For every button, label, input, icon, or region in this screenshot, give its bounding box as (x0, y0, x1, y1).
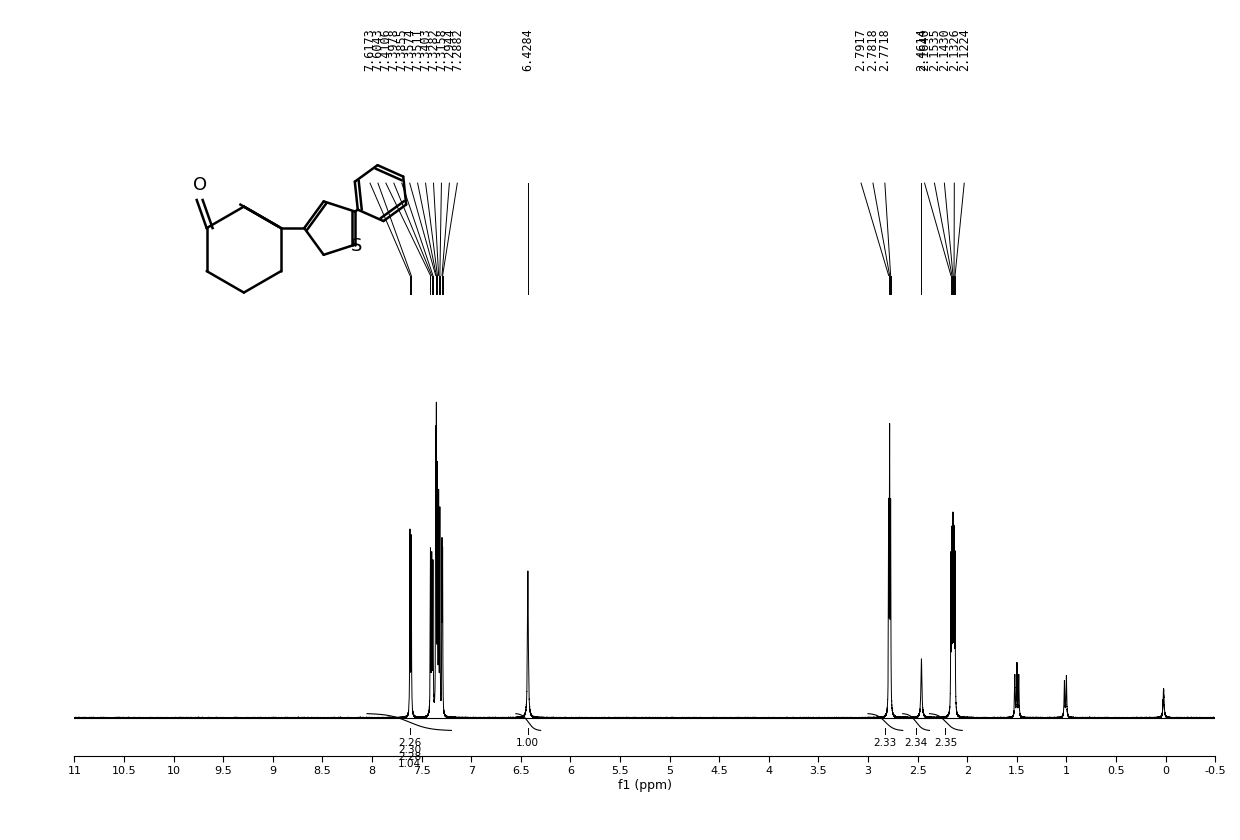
Text: 1.00: 1.00 (516, 738, 539, 748)
Text: 2.7718: 2.7718 (878, 28, 892, 71)
Text: 2.34: 2.34 (904, 738, 928, 748)
Text: 1.04: 1.04 (398, 759, 422, 769)
Text: O: O (192, 176, 207, 194)
Text: 2.26: 2.26 (398, 738, 422, 748)
Text: 7.3511: 7.3511 (412, 28, 424, 71)
Text: 6.4284: 6.4284 (521, 28, 534, 71)
X-axis label: f1 (ppm): f1 (ppm) (618, 780, 672, 792)
Text: 2.1430: 2.1430 (937, 28, 951, 71)
Text: S: S (351, 237, 362, 255)
Text: 2.1326: 2.1326 (947, 28, 961, 71)
Text: 7.3855: 7.3855 (396, 28, 408, 71)
Text: 7.3158: 7.3158 (435, 28, 448, 71)
Text: 2.30: 2.30 (398, 745, 422, 755)
Text: 2.7818: 2.7818 (867, 28, 879, 71)
Text: 7.6043: 7.6043 (372, 28, 384, 71)
Text: 7.2882: 7.2882 (451, 28, 464, 71)
Text: 7.3978: 7.3978 (387, 28, 401, 71)
Text: 7.3574: 7.3574 (403, 28, 417, 71)
Text: 2.4614: 2.4614 (915, 28, 928, 71)
Text: 7.3282: 7.3282 (427, 28, 440, 71)
Text: 7.6173: 7.6173 (363, 28, 377, 71)
Text: 2.7917: 2.7917 (854, 28, 868, 71)
Text: 2.35: 2.35 (934, 738, 957, 748)
Text: 7.4106: 7.4106 (379, 28, 392, 71)
Text: 2.1224: 2.1224 (957, 28, 971, 71)
Text: 7.2944: 7.2944 (443, 28, 456, 71)
Text: 2.33: 2.33 (873, 738, 897, 748)
Text: 2.1535: 2.1535 (928, 28, 941, 71)
Text: 7.3403: 7.3403 (419, 28, 432, 71)
Text: 2.28: 2.28 (398, 752, 422, 762)
Text: 2.1640: 2.1640 (918, 28, 931, 71)
